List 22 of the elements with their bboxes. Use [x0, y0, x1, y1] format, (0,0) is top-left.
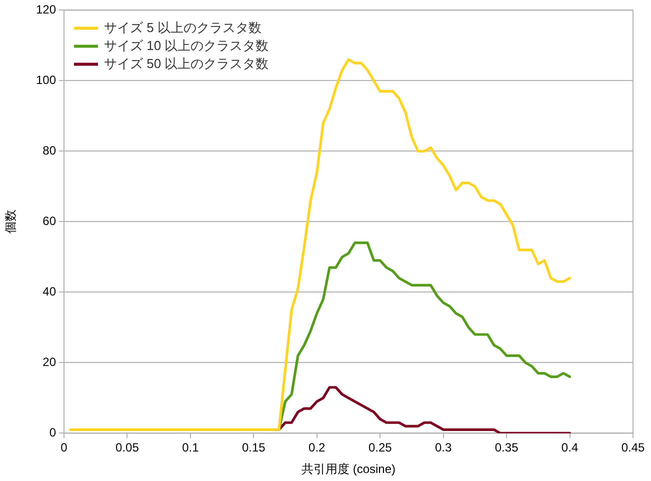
y-tick-label: 60 [42, 214, 56, 228]
y-tick-label: 100 [36, 73, 56, 88]
legend-label: サイズ 5 以上のクラスタ数 [104, 20, 262, 35]
y-tick-label: 0 [49, 426, 56, 440]
legend-label: サイズ 10 以上のクラスタ数 [104, 38, 269, 53]
x-tick-label: 0.35 [494, 440, 519, 455]
x-axis-title: 共引用度 (cosine) [301, 462, 396, 476]
x-tick-label: 0 [60, 440, 68, 455]
y-axis-title: 個数 [4, 210, 18, 234]
x-tick-label: 0.15 [242, 440, 266, 455]
x-tick-label: 0.3 [434, 440, 452, 455]
y-tick-label: 120 [36, 2, 56, 17]
x-tick-label: 0.1 [182, 440, 200, 455]
x-tick-label: 0.2 [308, 440, 326, 455]
x-tick-label: 0.05 [116, 440, 140, 455]
y-tick-label: 20 [42, 355, 56, 370]
y-tick-label: 80 [42, 144, 56, 158]
x-tick-label: 0.45 [621, 440, 645, 455]
x-tick-label: 0.25 [368, 440, 392, 455]
y-tick-label: 40 [42, 284, 56, 299]
x-tick-label: 0.4 [561, 440, 578, 455]
legend-label: サイズ 50 以上のクラスタ数 [104, 56, 269, 71]
